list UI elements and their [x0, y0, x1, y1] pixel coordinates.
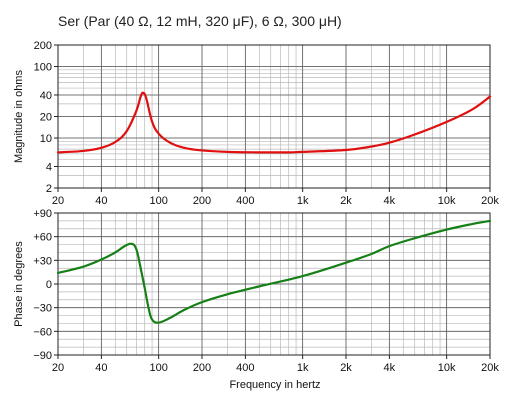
x-tick-label: 400 [236, 195, 254, 207]
x-tick-label: 400 [236, 362, 254, 374]
x-tick-label: 40 [95, 362, 107, 374]
x-axis-label: Frequency in hertz [229, 379, 320, 391]
x-tick-label: 20 [52, 195, 64, 207]
y-tick-label: 0 [46, 279, 52, 291]
x-tick-label: 100 [149, 362, 167, 374]
grid [57, 44, 491, 189]
x-tick-label: 20k [481, 195, 499, 207]
y-tick-label: 2 [46, 183, 52, 195]
y-tick-label: +90 [33, 208, 52, 220]
x-tick-label: 10k [438, 362, 456, 374]
y-tick-label: 20 [40, 112, 52, 124]
x-tick-label: 20k [481, 362, 499, 374]
x-tick-label: 1k [297, 195, 309, 207]
x-tick-label: 1k [297, 362, 309, 374]
x-tick-label: 4k [384, 362, 396, 374]
x-tick-label: 200 [193, 362, 211, 374]
x-tick-label: 40 [95, 195, 107, 207]
x-tick-label: 20 [52, 362, 64, 374]
x-tick-label: 4k [384, 195, 396, 207]
y-tick-label: +30 [33, 255, 52, 267]
x-tick-label: 10k [438, 195, 456, 207]
chart-title: Ser (Par (40 Ω, 12 mH, 320 μF), 6 Ω, 300… [58, 13, 342, 29]
magnitude-panel: 2 4 10 20 40 100 200 20 40 100 200 400 1k 2k 4k 10k 20k M… [13, 40, 499, 207]
y-tick-label: −30 [33, 303, 52, 315]
phase-axis-label: Phase in degrees [13, 241, 25, 327]
y-tick-label: 200 [34, 40, 52, 52]
y-tick-label: −60 [33, 326, 52, 338]
y-tick-label: −90 [33, 350, 52, 362]
y-tick-label: 100 [34, 62, 52, 74]
phase-curve [56, 219, 492, 324]
magnitude-curve [56, 91, 492, 154]
x-tick-label: 2k [340, 195, 352, 207]
y-tick-label: 40 [40, 90, 52, 102]
x-tick-label: 2k [340, 362, 352, 374]
magnitude-axis-label: Magnitude in ohms [13, 70, 25, 163]
y-tick-label: 10 [40, 133, 52, 145]
x-tick-label: 200 [193, 195, 211, 207]
y-tick-label: +60 [33, 232, 52, 244]
y-tick-label: 4 [46, 161, 52, 173]
x-tick-label: 100 [149, 195, 167, 207]
